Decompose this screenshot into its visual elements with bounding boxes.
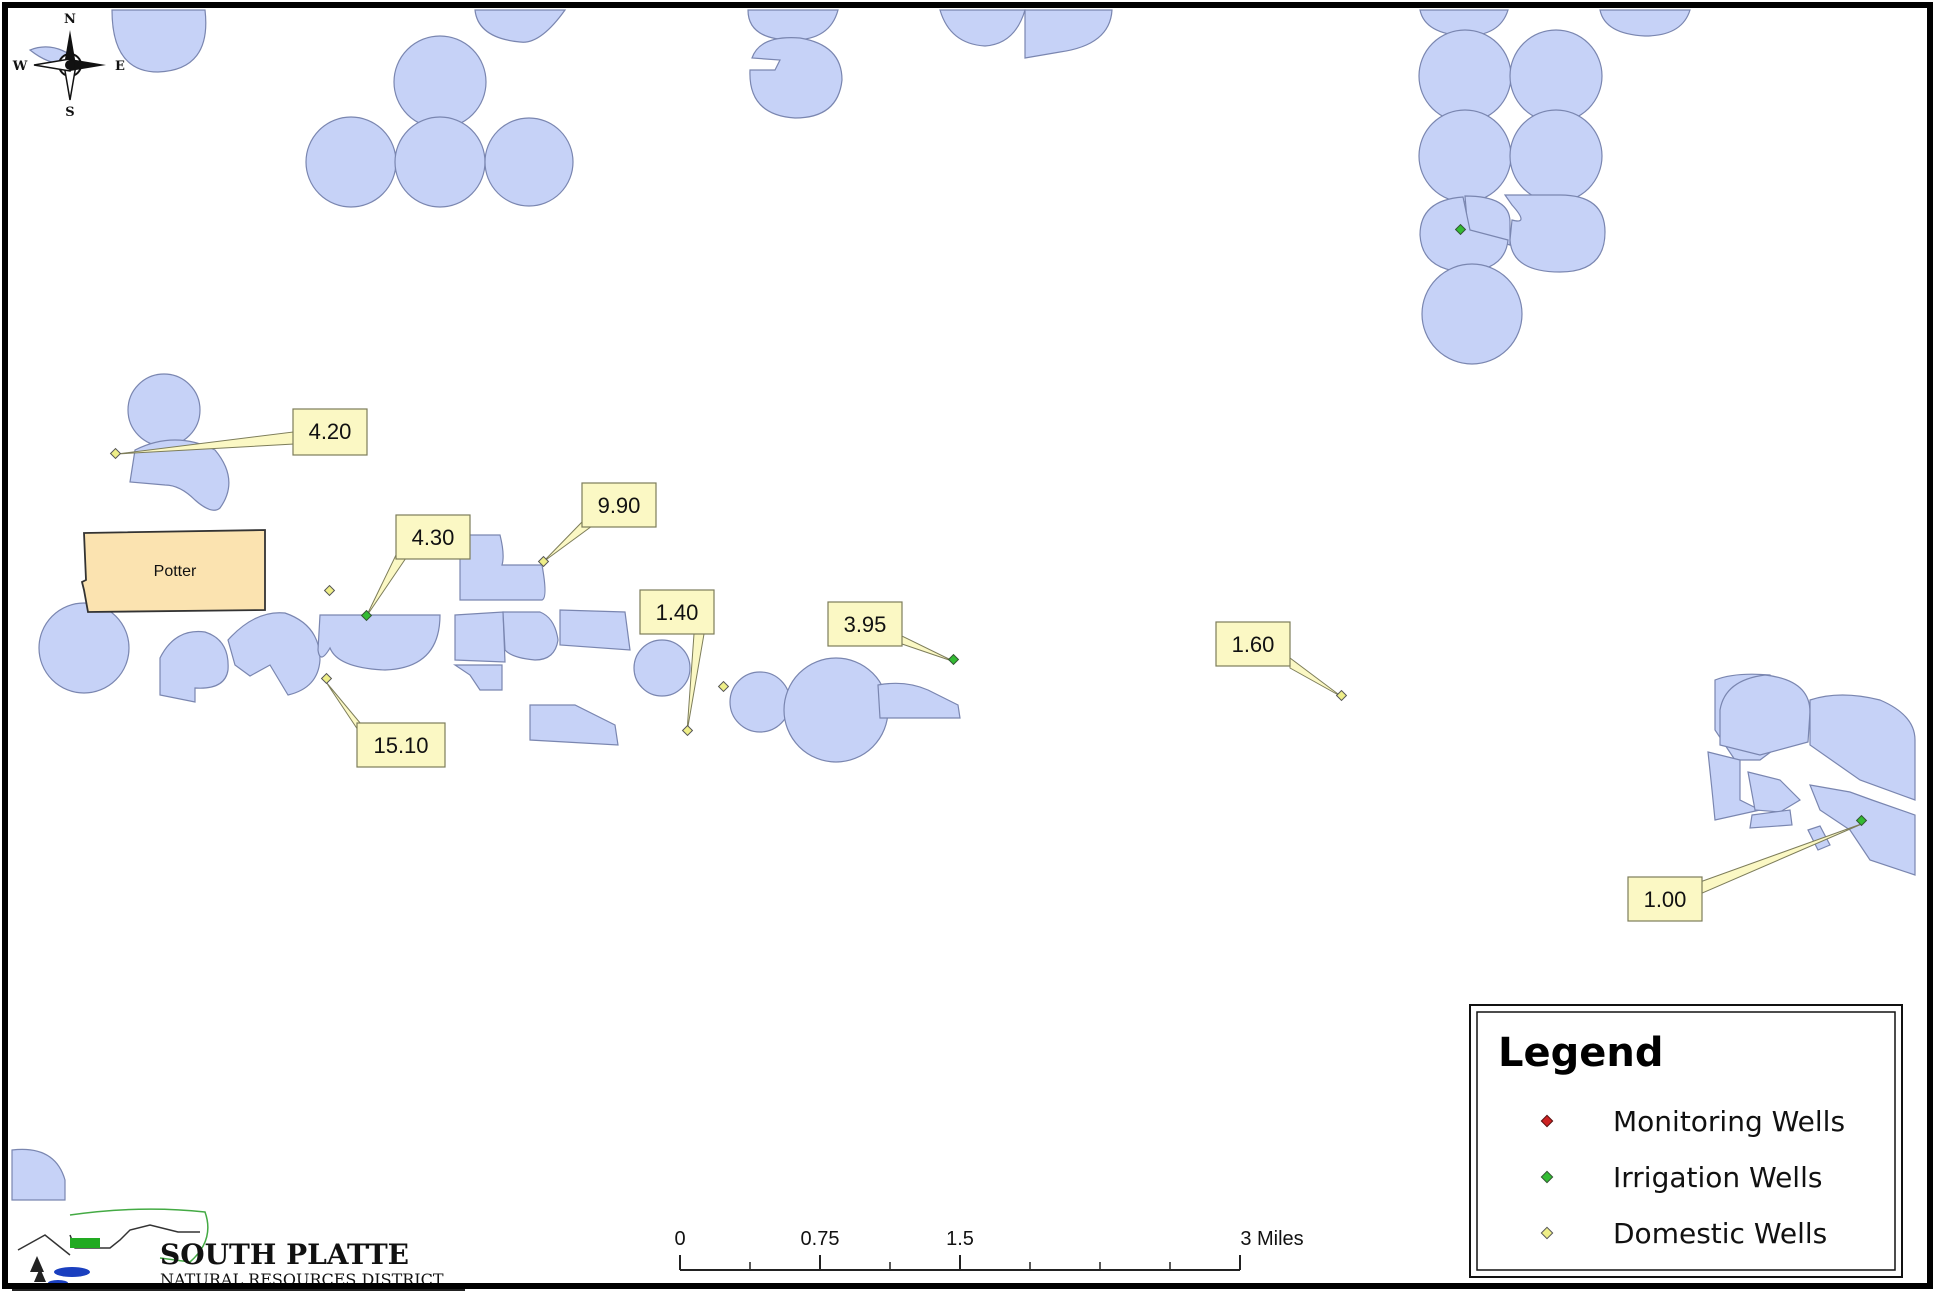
scale-tick-label: 0.75	[801, 1228, 840, 1250]
tree-icon	[30, 1256, 46, 1282]
domestic-well-marker[interactable]	[320, 672, 333, 685]
legend-item-label: Irrigation Wells	[1613, 1161, 1822, 1194]
well-label-box	[827, 601, 903, 647]
scale-tick-label: 3 Miles	[1240, 1228, 1303, 1250]
domestic-well-marker[interactable]	[323, 584, 336, 597]
well-label-box	[1627, 876, 1703, 922]
district-logo: SOUTH PLATTE NATURAL RESOURCES DISTRICT	[12, 1205, 467, 1291]
scale-bar: 0 0.75 1.5 3 Miles	[674, 1228, 1304, 1271]
domestic-well-marker[interactable]	[537, 555, 550, 568]
irrigation-well-marker[interactable]	[1454, 223, 1467, 236]
irrigated-fields	[11, 9, 1916, 1201]
well-label: 4.30	[412, 525, 455, 550]
legend-item-label: Monitoring Wells	[1613, 1105, 1845, 1138]
well-label-box	[395, 514, 471, 560]
irrigation-well-marker[interactable]	[1855, 814, 1868, 827]
domestic-well-marker[interactable]	[109, 447, 122, 460]
domestic-well-points	[109, 447, 1348, 737]
scale-tick-label: 0	[674, 1228, 685, 1250]
compass-w-label: W	[12, 59, 28, 74]
well-label-box	[1215, 621, 1291, 667]
well-label: 9.90	[598, 493, 641, 518]
irrigation-well-marker[interactable]	[947, 653, 960, 666]
compass-s-label: S	[65, 105, 74, 120]
county-label: Potter	[154, 563, 197, 580]
well-label-box	[292, 408, 368, 456]
domestic-well-swatch	[1540, 1226, 1554, 1240]
well-label: 1.00	[1644, 887, 1687, 912]
well-callouts: 4.20 4.30 9.90 1.40 3.95 1.60 15.10 1.00	[116, 408, 1865, 922]
legend-item-label: Domestic Wells	[1613, 1217, 1827, 1250]
well-label: 4.20	[309, 419, 352, 444]
domestic-well-marker[interactable]	[681, 724, 694, 737]
north-arrow: N S E W	[12, 12, 125, 120]
scale-tick-label: 1.5	[946, 1228, 974, 1250]
well-label: 1.60	[1232, 632, 1275, 657]
domestic-well-marker[interactable]	[1335, 689, 1348, 702]
logo-title: SOUTH PLATTE	[160, 1238, 409, 1271]
irrigation-well-points	[360, 223, 1868, 827]
compass-n-label: N	[64, 12, 76, 27]
irrigation-well-marker[interactable]	[360, 609, 373, 622]
well-label-box	[581, 482, 657, 528]
well-label: 3.95	[844, 612, 887, 637]
well-label: 15.10	[373, 733, 428, 758]
compass-e-label: E	[115, 59, 125, 74]
monitoring-well-swatch	[1540, 1114, 1554, 1128]
legend: Legend Monitoring Wells Irrigation Wells…	[1469, 1004, 1903, 1278]
county-potter[interactable]: Potter	[80, 529, 266, 613]
well-label-box	[356, 722, 446, 768]
irrigation-well-swatch	[1540, 1170, 1554, 1184]
well-label-box	[639, 589, 715, 635]
well-label: 1.40	[656, 600, 699, 625]
legend-title: Legend	[1498, 1030, 1664, 1076]
domestic-well-marker[interactable]	[717, 680, 730, 693]
